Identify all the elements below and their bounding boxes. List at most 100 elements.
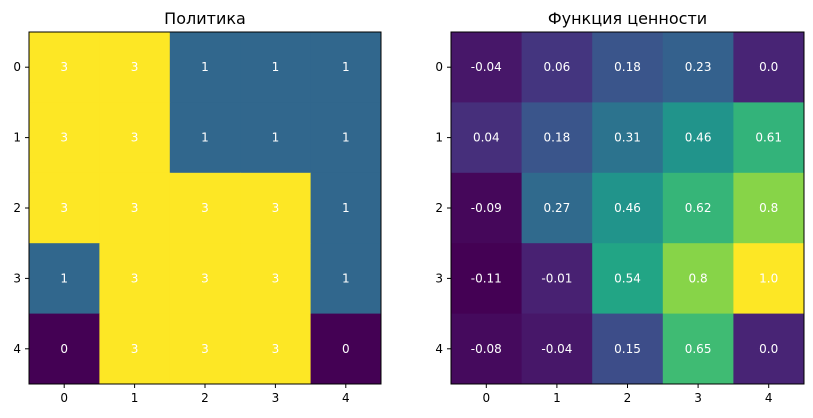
- cell-value-label: 3: [201, 271, 209, 285]
- heatmap-cell: [29, 102, 100, 174]
- heatmap-cell: [733, 313, 805, 385]
- heatmap-cell: [99, 102, 171, 174]
- cell-value-label: 1: [201, 131, 209, 145]
- heatmap-cell: [521, 32, 593, 103]
- heatmap-cell: [240, 172, 312, 244]
- heatmap-cell: [662, 172, 734, 244]
- cell-value-label: -0.08: [471, 342, 502, 356]
- y-tick-label: 0: [435, 60, 443, 74]
- x-tick-label: 0: [60, 391, 68, 405]
- cell-value-label: 0.23: [685, 60, 712, 74]
- heatmap-cell: [240, 32, 312, 103]
- x-tick-label: 1: [131, 391, 139, 405]
- x-tick-label: 4: [765, 391, 773, 405]
- x-tick-label: 2: [201, 391, 209, 405]
- cell-value-label: 3: [272, 201, 280, 215]
- chart-title: Функция ценности: [548, 9, 707, 28]
- y-tick-label: 0: [13, 60, 21, 74]
- heatmap-cell: [451, 102, 523, 174]
- heatmap-cell: [451, 313, 523, 385]
- heatmap-cell: [592, 313, 664, 385]
- cell-value-label: 0: [60, 342, 68, 356]
- heatmap-cell: [521, 243, 593, 315]
- heatmap-cell: [240, 313, 312, 385]
- heatmap-cell: [169, 32, 241, 103]
- cell-value-label: 0: [342, 342, 350, 356]
- heatmap-cell: [99, 32, 171, 103]
- y-tick-label: 3: [13, 271, 21, 285]
- heatmap-cell: [240, 102, 312, 174]
- heatmap-cell: [169, 102, 241, 174]
- cell-value-label: 3: [131, 60, 139, 74]
- heatmap-cell: [662, 313, 734, 385]
- cell-value-label: 3: [131, 271, 139, 285]
- heatmap-cell: [99, 172, 171, 244]
- heatmap-cell: [521, 102, 593, 174]
- heatmap-cell: [99, 313, 171, 385]
- heatmap-cell: [310, 102, 382, 174]
- cell-value-label: 0.46: [685, 131, 712, 145]
- cell-value-label: 1: [272, 60, 280, 74]
- heatmap-cell: [169, 172, 241, 244]
- cell-value-label: 0.0: [759, 342, 778, 356]
- cell-value-label: 0.06: [544, 60, 571, 74]
- cell-value-label: -0.04: [471, 60, 502, 74]
- heatmap-cell: [310, 172, 382, 244]
- heatmap-cell: [521, 313, 593, 385]
- cell-value-label: 0.31: [614, 131, 641, 145]
- cell-value-label: 0.62: [685, 201, 712, 215]
- cell-value-label: 3: [60, 201, 68, 215]
- cell-value-label: 3: [272, 342, 280, 356]
- y-tick-label: 2: [435, 201, 443, 215]
- cell-value-label: 0.8: [759, 201, 778, 215]
- y-tick-label: 4: [435, 342, 443, 356]
- chart-title: Политика: [164, 9, 246, 28]
- heatmap-cell: [169, 313, 241, 385]
- x-tick-label: 3: [694, 391, 702, 405]
- heatmap-cell: [592, 243, 664, 315]
- heatmap-cell: [733, 243, 805, 315]
- cell-value-label: 1: [272, 131, 280, 145]
- cell-value-label: 3: [272, 271, 280, 285]
- cell-value-label: 3: [131, 201, 139, 215]
- cell-value-label: -0.11: [471, 271, 502, 285]
- cell-value-label: -0.04: [541, 342, 572, 356]
- cell-value-label: 0.46: [614, 201, 641, 215]
- heatmap-cell: [310, 243, 382, 315]
- heatmap-cell: [662, 243, 734, 315]
- y-tick-label: 4: [13, 342, 21, 356]
- heatmap-cell: [733, 102, 805, 174]
- y-tick-label: 1: [435, 131, 443, 145]
- cell-value-label: 0.04: [473, 131, 500, 145]
- heatmap-cell: [592, 102, 664, 174]
- heatmap-cell: [29, 313, 100, 385]
- cell-value-label: 1: [342, 271, 350, 285]
- heatmap-cell: [451, 243, 523, 315]
- cell-value-label: 1: [342, 131, 350, 145]
- cell-value-label: 3: [131, 342, 139, 356]
- cell-value-label: 0.54: [614, 271, 641, 285]
- cell-value-label: 0.65: [685, 342, 712, 356]
- cell-value-label: 1: [60, 271, 68, 285]
- heatmap-cell: [733, 172, 805, 244]
- x-tick-label: 2: [624, 391, 632, 405]
- heatmap-cell: [733, 32, 805, 103]
- cell-value-label: 3: [60, 131, 68, 145]
- heatmap-cell: [662, 32, 734, 103]
- y-tick-label: 3: [435, 271, 443, 285]
- y-tick-label: 2: [13, 201, 21, 215]
- cell-value-label: 1: [342, 60, 350, 74]
- cell-value-label: 0.18: [544, 131, 571, 145]
- heatmap-cell: [662, 102, 734, 174]
- heatmap-cell: [310, 32, 382, 103]
- heatmap-cell: [99, 243, 171, 315]
- cell-value-label: 0.15: [614, 342, 641, 356]
- x-tick-label: 4: [342, 391, 350, 405]
- cell-value-label: 1.0: [759, 271, 778, 285]
- x-tick-label: 3: [272, 391, 280, 405]
- cell-value-label: 0.8: [689, 271, 708, 285]
- heatmap-cell: [29, 172, 100, 244]
- cell-value-label: 0.0: [759, 60, 778, 74]
- x-tick-label: 1: [553, 391, 561, 405]
